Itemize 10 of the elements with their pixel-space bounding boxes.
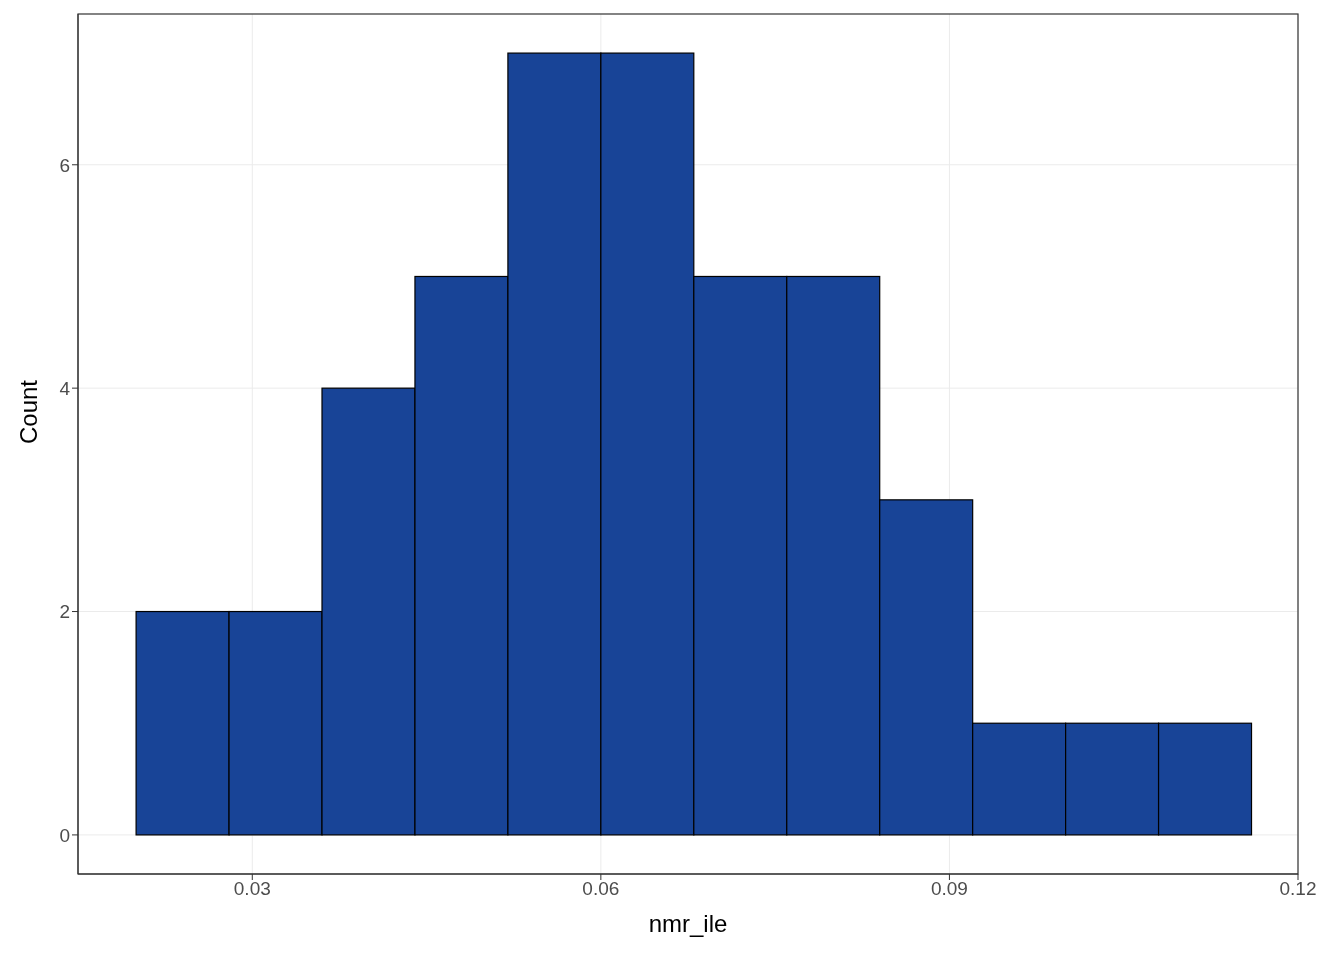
y-tick-label: 6 <box>59 154 70 176</box>
y-tick-label: 4 <box>59 377 71 399</box>
y-tick-label: 2 <box>59 601 70 623</box>
y-tick-label: 0 <box>59 824 70 846</box>
x-axis-title: nmr_ile <box>648 910 728 937</box>
x-tick-label: 0.09 <box>930 878 968 900</box>
x-tick-label: 0.12 <box>1279 878 1317 900</box>
x-tick-label: 0.03 <box>233 878 271 900</box>
x-tick-label: 0.06 <box>582 878 620 900</box>
y-axis-title: Count <box>14 379 42 444</box>
